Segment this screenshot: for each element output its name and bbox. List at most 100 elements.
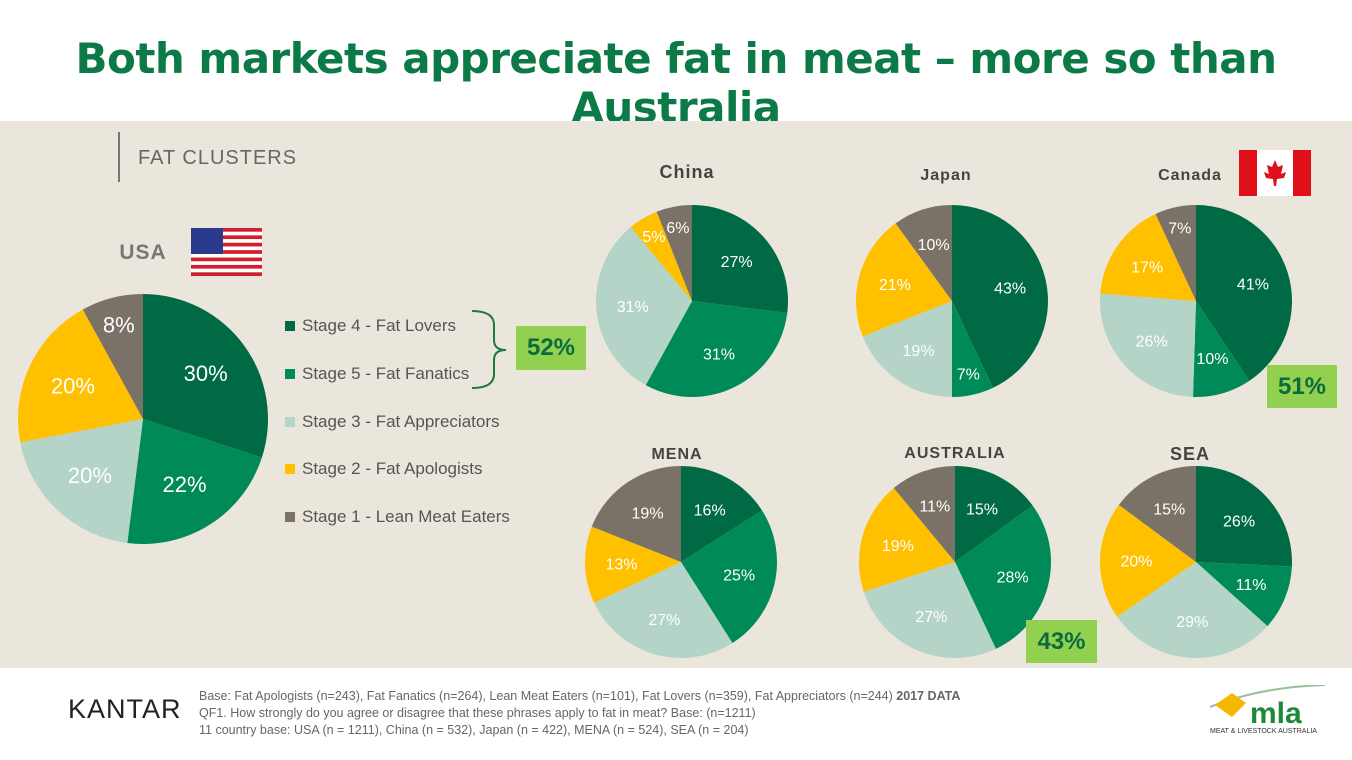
pie-title: Canada xyxy=(1158,167,1222,184)
data-label: 22% xyxy=(163,472,207,497)
pie-slice xyxy=(952,205,1049,388)
pie-slice xyxy=(82,294,143,419)
data-label: 10% xyxy=(918,237,950,254)
pie-slice xyxy=(143,294,268,458)
pie-slice xyxy=(681,510,778,644)
data-label: 27% xyxy=(915,609,947,626)
pie-title: SEA xyxy=(1170,444,1210,464)
data-label: 11% xyxy=(1236,577,1267,594)
pie-slice xyxy=(20,419,143,544)
pie-slice xyxy=(656,205,692,301)
pie-slice xyxy=(856,223,952,337)
pie-australia: 15% 28% 27% 19% 11% AUSTRALIA xyxy=(859,445,1052,658)
pie-slice xyxy=(893,466,955,562)
legend-item: Stage 2 - Fat Apologists xyxy=(285,459,483,479)
data-label: 17% xyxy=(1131,260,1163,277)
data-label: 11% xyxy=(919,499,950,516)
data-label: 6% xyxy=(666,220,689,237)
pie-slice xyxy=(1196,205,1293,381)
pie-title: AUSTRALIA xyxy=(904,445,1005,462)
badge-canada: 51% xyxy=(1267,365,1337,408)
mla-logo: mla MEAT & LIVESTOCK AUSTRALIA xyxy=(1209,684,1330,740)
pie-slice xyxy=(645,301,788,397)
data-label: 26% xyxy=(1136,333,1168,350)
pie-slice xyxy=(1193,301,1250,397)
pie-slice xyxy=(591,466,681,562)
data-label: 16% xyxy=(694,502,726,519)
pie-slice xyxy=(1100,293,1196,397)
data-label: 19% xyxy=(882,538,914,555)
pie-mena: 16% 25% 27% 13% 19% MENA xyxy=(585,446,778,659)
divider xyxy=(118,132,120,182)
data-label: 10% xyxy=(1196,351,1228,368)
pie-slice xyxy=(862,301,952,397)
data-label: 29% xyxy=(1176,614,1208,631)
section-label: FAT CLUSTERS xyxy=(138,147,298,169)
legend-item: Stage 4 - Fat Lovers xyxy=(285,316,456,336)
data-label: 19% xyxy=(903,343,935,360)
data-label: 20% xyxy=(1120,554,1152,571)
pie-title: China xyxy=(659,162,714,182)
pie-slice xyxy=(955,466,1033,562)
data-label: 7% xyxy=(1168,220,1191,237)
legend-item: Stage 1 - Lean Meat Eaters xyxy=(285,507,510,527)
pie-slice xyxy=(594,562,733,659)
pie-usa: 30% 22% 20% 20% 8% USA xyxy=(17,241,268,545)
data-label: 5% xyxy=(642,229,665,246)
pie-slice xyxy=(1100,213,1196,301)
pie-slice xyxy=(1196,466,1292,567)
data-label: 27% xyxy=(648,612,680,629)
legend-item: Stage 5 - Fat Fanatics xyxy=(285,364,469,384)
badge-usa: 52% xyxy=(516,326,586,370)
pie-slice xyxy=(952,301,993,397)
pie-slice xyxy=(681,466,763,562)
data-label: 28% xyxy=(997,569,1029,586)
footer-line1-bold: 2017 DATA xyxy=(896,689,961,703)
data-label: 26% xyxy=(1223,514,1255,531)
data-label: 43% xyxy=(994,281,1026,298)
canada-flag xyxy=(1239,150,1311,196)
footer-line2: QF1. How strongly do you agree or disagr… xyxy=(199,706,756,720)
pie-slice xyxy=(859,488,955,592)
usa-flag xyxy=(191,228,262,276)
pie-slice xyxy=(692,205,788,314)
legend-label: Stage 1 - Lean Meat Eaters xyxy=(302,507,510,526)
legend-item: Stage 3 - Fat Appreciators xyxy=(285,412,500,432)
data-label: 21% xyxy=(879,277,911,294)
pie-sea: 26% 11% 29% 20% 15% SEA xyxy=(1100,444,1292,658)
data-label: 20% xyxy=(51,374,95,399)
legend-label: Stage 5 - Fat Fanatics xyxy=(302,364,470,383)
badge-australia: 43% xyxy=(1026,620,1097,663)
pie-slice xyxy=(17,309,143,443)
data-label: 41% xyxy=(1237,276,1269,293)
data-label: 19% xyxy=(632,505,664,522)
data-label: 13% xyxy=(605,556,637,573)
pie-china: 27% 31% 31% 5%6% China xyxy=(596,162,788,397)
data-label: 15% xyxy=(1153,501,1185,518)
pie-slice xyxy=(1196,562,1292,627)
footer-notes: Base: Fat Apologists (n=243), Fat Fanati… xyxy=(199,688,960,739)
data-label: 31% xyxy=(617,299,649,316)
pie-slice xyxy=(955,505,1052,649)
footer-line1: Base: Fat Apologists (n=243), Fat Fanati… xyxy=(199,689,893,703)
data-label: 15% xyxy=(966,502,998,519)
pie-slice xyxy=(1155,205,1196,301)
data-label: 7% xyxy=(957,367,980,384)
page-title: Both markets appreciate fat in meat – mo… xyxy=(75,34,1277,132)
pie-slice xyxy=(127,419,262,545)
pie-slice xyxy=(1118,466,1196,562)
pie-slice xyxy=(895,205,952,301)
pie-slice xyxy=(596,227,692,386)
kantar-logo: KANTAR xyxy=(68,694,182,724)
pie-canada: 41% 10% 26% 17% 7% Canada xyxy=(1100,167,1293,397)
data-label: 27% xyxy=(721,254,753,271)
footer-line3: 11 country base: USA (n = 1211), China (… xyxy=(199,723,749,737)
pie-japan: 43% 7% 19% 21% 10% Japan xyxy=(856,167,1049,397)
pie-title: MENA xyxy=(651,446,702,463)
pie-slice xyxy=(1117,562,1268,658)
data-label: 20% xyxy=(68,463,112,488)
pie-slice xyxy=(585,526,681,603)
data-label: 31% xyxy=(703,347,735,364)
legend-label: Stage 4 - Fat Lovers xyxy=(302,316,457,335)
